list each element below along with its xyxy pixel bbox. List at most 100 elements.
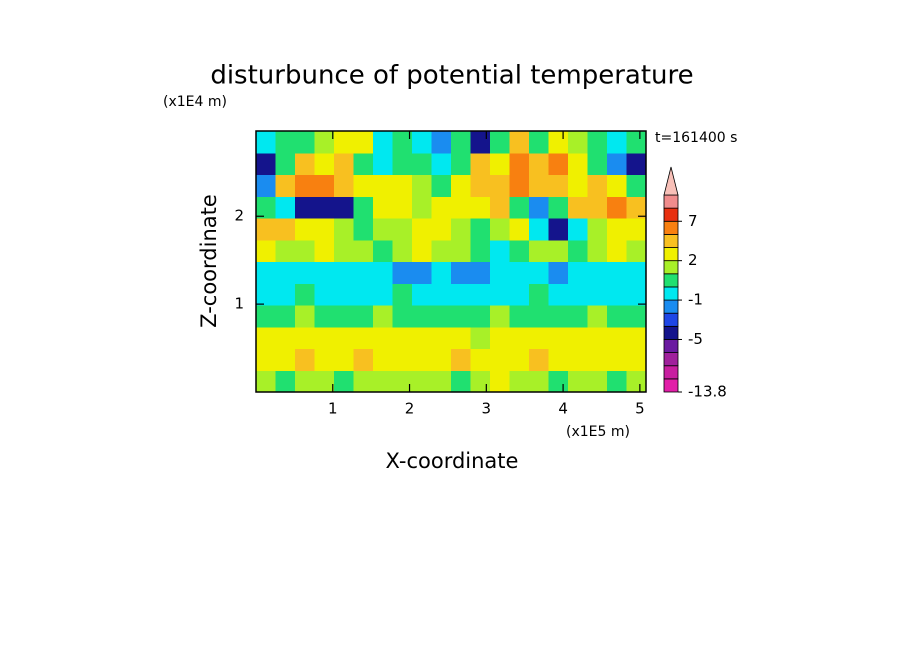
field-cell: [275, 174, 296, 197]
field-cell: [392, 239, 413, 263]
field-cell: [373, 283, 394, 306]
field-cell: [431, 218, 452, 241]
field-cell: [373, 261, 394, 284]
field-cell: [353, 218, 374, 241]
field-cell: [568, 305, 589, 328]
field-cell: [314, 196, 335, 219]
field-cell: [334, 174, 355, 197]
field-cell: [509, 305, 530, 328]
colorbar-extend: [663, 166, 679, 196]
field-cell: [451, 370, 472, 393]
field-cell: [548, 283, 569, 306]
field-cell: [529, 305, 550, 328]
field-cell: [451, 131, 472, 154]
colorbar-box: [663, 325, 679, 340]
field-cell: [334, 261, 355, 284]
field-cell: [353, 239, 374, 263]
field-cell: [568, 196, 589, 219]
field-cell: [529, 196, 550, 219]
field-cell: [431, 326, 452, 350]
field-cell: [431, 283, 452, 306]
field-cell: [373, 239, 394, 263]
colorbar-box: [663, 299, 679, 314]
field-cell: [373, 305, 394, 328]
field-cell: [412, 326, 433, 350]
colorbar-box: [663, 286, 679, 301]
field-cell: [607, 348, 628, 371]
field-cell: [568, 326, 589, 350]
colorbar-box: [663, 207, 679, 222]
x-tick-label: 4: [558, 400, 568, 418]
field-cell: [587, 305, 608, 328]
field-cell: [314, 239, 335, 263]
field-cell: [334, 283, 355, 306]
colorbar-box: [663, 194, 679, 209]
field-cell: [412, 305, 433, 328]
x-axis-title: X-coordinate: [386, 449, 519, 473]
field-cell: [373, 196, 394, 219]
field-cell: [256, 131, 277, 154]
field-cell: [509, 370, 530, 393]
field-cell: [626, 326, 647, 350]
field-cell: [626, 348, 647, 371]
field-cell: [412, 218, 433, 241]
field-cell: [607, 283, 628, 306]
colorbar-box: [663, 247, 679, 262]
field-cell: [626, 218, 647, 241]
field-cell: [490, 196, 511, 219]
field-cell: [314, 283, 335, 306]
field-cell: [587, 218, 608, 241]
field-cell: [568, 239, 589, 263]
field-cell: [392, 152, 413, 176]
field-cell: [587, 152, 608, 176]
field-cell: [607, 131, 628, 154]
field-cell: [490, 370, 511, 393]
field-cell: [607, 305, 628, 328]
field-cell: [373, 174, 394, 197]
field-cell: [626, 152, 647, 176]
field-cell: [470, 261, 491, 284]
field-cell: [334, 305, 355, 328]
field-cell: [334, 218, 355, 241]
chart-title: disturbunce of potential temperature: [210, 61, 693, 91]
colorbar-box: [663, 220, 679, 235]
colorbar-box: [663, 273, 679, 288]
field-cell: [334, 239, 355, 263]
field-cell: [334, 196, 355, 219]
field-cell: [314, 305, 335, 328]
field-cell: [275, 152, 296, 176]
field-cell: [568, 283, 589, 306]
field-cell: [431, 196, 452, 219]
field-cell: [470, 218, 491, 241]
field-cell: [548, 196, 569, 219]
field-cell: [256, 152, 277, 176]
field-cell: [490, 152, 511, 176]
field-cell: [470, 283, 491, 306]
colorbar-box: [663, 339, 679, 354]
field-cell: [412, 283, 433, 306]
field-cell: [431, 370, 452, 393]
field-cell: [587, 239, 608, 263]
field-cell: [412, 370, 433, 393]
field-cell: [314, 261, 335, 284]
field-cell: [529, 261, 550, 284]
field-cell: [568, 152, 589, 176]
axes: 1 2 3 4 5 1 2: [234, 130, 647, 418]
field-cell: [451, 348, 472, 371]
y-tick-label: 1: [234, 295, 244, 313]
field-cell: [548, 239, 569, 263]
field-cell: [275, 305, 296, 328]
field-cell: [509, 131, 530, 154]
field-cell: [392, 283, 413, 306]
field-cell: [334, 326, 355, 350]
colorbar-tick-label: 7: [688, 212, 698, 230]
field-cell: [548, 326, 569, 350]
field-cell: [392, 370, 413, 393]
field-cell: [490, 174, 511, 197]
field-cell: [548, 174, 569, 197]
plot-frame: [255, 130, 647, 393]
field-cell: [470, 239, 491, 263]
field-cell: [256, 174, 277, 197]
field-cell: [392, 174, 413, 197]
